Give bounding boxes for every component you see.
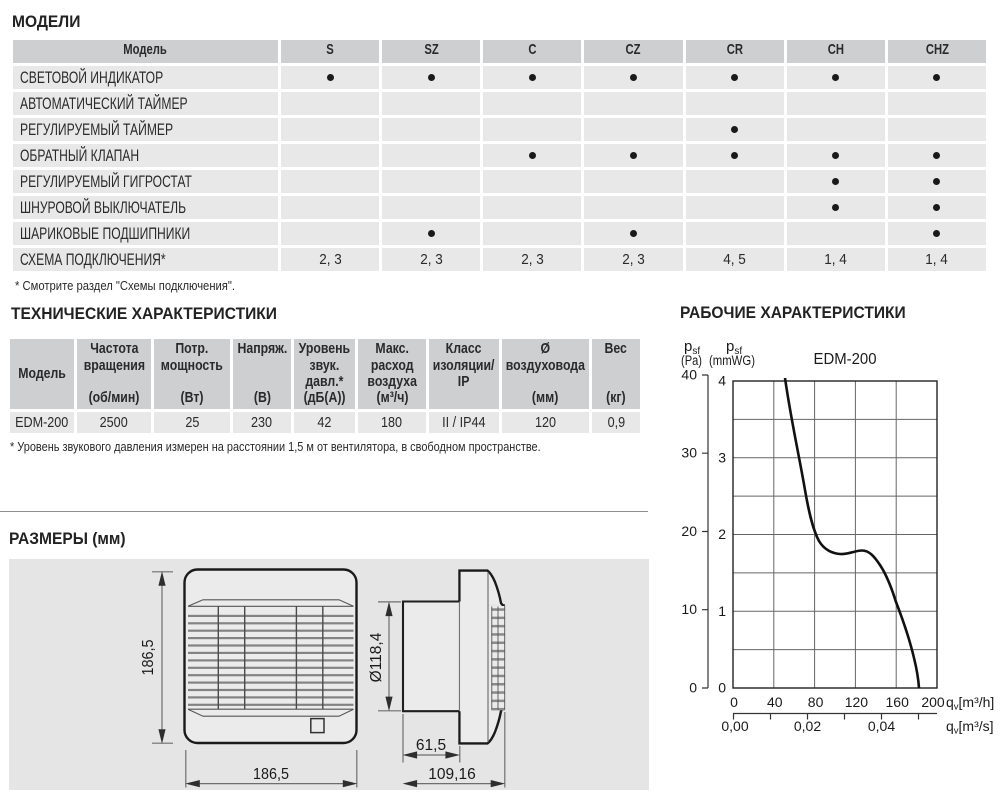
svg-text:0,02: 0,02 bbox=[794, 718, 821, 734]
svg-text:40: 40 bbox=[767, 694, 783, 710]
svg-text:(Pa): (Pa) bbox=[681, 353, 702, 368]
svg-text:61,5: 61,5 bbox=[416, 737, 446, 754]
svg-text:0: 0 bbox=[689, 680, 697, 696]
svg-text:20: 20 bbox=[681, 523, 697, 539]
svg-text:qv[m³/h]: qv[m³/h] bbox=[946, 694, 994, 713]
svg-text:3: 3 bbox=[718, 449, 726, 465]
svg-text:EDM-200: EDM-200 bbox=[814, 351, 877, 368]
svg-text:qv[m³/s]: qv[m³/s] bbox=[946, 718, 994, 737]
svg-text:30: 30 bbox=[681, 445, 697, 461]
svg-text:0: 0 bbox=[730, 694, 738, 710]
svg-text:120: 120 bbox=[845, 694, 869, 710]
svg-text:2: 2 bbox=[718, 526, 726, 542]
svg-text:200: 200 bbox=[921, 694, 945, 710]
svg-text:186,5: 186,5 bbox=[140, 640, 157, 676]
svg-text:10: 10 bbox=[681, 601, 697, 617]
svg-text:40: 40 bbox=[681, 367, 697, 383]
svg-text:4: 4 bbox=[718, 373, 726, 389]
svg-text:160: 160 bbox=[886, 694, 910, 710]
svg-text:Ø118,4: Ø118,4 bbox=[368, 632, 385, 682]
svg-text:(mmWG): (mmWG) bbox=[709, 353, 755, 368]
svg-text:0: 0 bbox=[718, 680, 726, 696]
svg-text:1: 1 bbox=[718, 603, 726, 619]
svg-text:186,5: 186,5 bbox=[253, 766, 289, 783]
svg-text:0,04: 0,04 bbox=[868, 718, 895, 734]
svg-text:109,16: 109,16 bbox=[428, 766, 475, 783]
svg-text:80: 80 bbox=[808, 694, 824, 710]
svg-text:0,00: 0,00 bbox=[721, 718, 748, 734]
